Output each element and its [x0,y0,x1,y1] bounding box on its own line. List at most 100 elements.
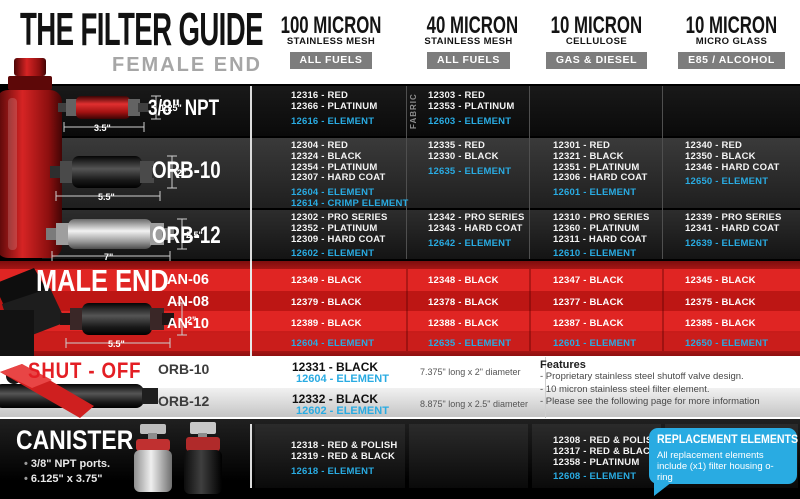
fuel-badge: GAS & DIESEL [545,52,648,69]
element-number: 12635 - ELEMENT [428,338,512,349]
part-number: 12318 - RED & POLISH [291,440,398,451]
column-micron: 10 MICRON [685,12,778,39]
cell-orb10-40micron: 12335 - RED 12330 - BLACK 12635 - ELEMEN… [428,140,512,177]
filter-image-orb10: 2" 5.5" [50,155,186,202]
row-label-npt: 3/8" NPT [148,95,220,120]
element-number: 12639 - ELEMENT [685,237,769,249]
element-number: 12614 - CRIMP ELEMENT [291,197,409,209]
red-canister-filter-photo [0,58,62,258]
label-column-divider [250,424,252,488]
cell-orb12-100micron: 12302 - PRO SERIES 12352 - PLATINUM 1230… [291,212,388,260]
dim-height-label: 1.25" [160,103,182,113]
feature-item: - Proprietary stainless steel shutoff va… [540,371,744,382]
part-number: 12321 - BLACK [553,150,624,162]
column-header-100-micron: 100 MICRON STAINLESS MESH ALL FUELS [255,12,407,69]
row-label-an10: AN-10 [167,316,209,332]
section-label-female-end: FEMALE END [112,54,262,76]
section-label-canister: CANISTER [16,425,134,455]
part-number: 12310 - PRO SERIES [553,212,650,223]
part-number: 12301 - RED [553,140,611,151]
column-media: STAINLESS MESH [286,36,376,47]
part-number: 12316 - RED [291,90,349,101]
part-number: 12330 - BLACK [428,150,499,162]
element-number: 12635 - ELEMENT [428,165,512,177]
element-number: 12610 - ELEMENT [553,248,637,260]
label-column-divider [250,261,252,356]
part-number: 12309 - HARD COAT [291,233,386,245]
dim-height-label: 2.5" [186,230,203,240]
column-micron: 100 MICRON [280,12,382,39]
callout-body: All replacement elements include (x1) fi… [657,450,774,483]
cell-orb12-10micron-microglass: 12339 - PRO SERIES 12341 - HARD COAT 126… [685,212,782,249]
filter-image-npt: 1.25" 3.5" [58,95,182,133]
row-label-orb10: ORB-10 [152,157,221,184]
element-number: 12650 - ELEMENT [685,176,769,188]
dim-height-label: 2" [177,168,186,178]
column-divider [529,86,530,259]
part-number: 12339 - PRO SERIES [685,212,782,223]
part-number: 12317 - RED & BLACK [553,445,658,457]
part-number: 12360 - PLATINUM [553,222,640,234]
male-row-stripe [0,311,800,331]
part-number: 12348 - BLACK [428,275,499,286]
part-number: 12349 - BLACK [291,275,362,286]
canister-bullet: 6.125" x 3.75" [24,473,103,485]
part-number: 12351 - PLATINUM [553,161,640,173]
column-micron: 40 MICRON [426,12,519,39]
filter-image-male: 2" 5.5" [60,302,196,349]
element-number: 12604 - ELEMENT [291,338,375,349]
cell-orb10-10micron-microglass: 12340 - RED 12350 - BLACK 12346 - HARD C… [685,140,780,188]
section-label-male-end: MALE END [36,263,169,298]
column-divider [406,86,407,259]
male-row-stripe [0,333,800,351]
part-number: 12389 - BLACK [291,318,362,329]
part-number: 12346 - HARD COAT [685,161,780,173]
canister-filters-photo [134,422,222,494]
cell-canister-10micron: 12308 - RED & POLISH 12317 - RED & BLACK… [553,435,660,483]
fuel-badge: ALL FUELS [289,52,373,69]
part-number: 12347 - BLACK [553,275,624,286]
element-number: 12618 - ELEMENT [291,465,375,477]
column-divider [662,86,663,259]
section-label-shutoff: SHUT - OFF [28,358,142,383]
page-title: THE FILTER GUIDE [20,3,263,55]
label-column-divider [250,86,252,356]
column-header-10-micron-microglass: 10 MICRON MICRO GLASS E85 / ALCOHOL [663,12,800,69]
row-label-shutoff-orb12: ORB-12 [158,393,210,409]
part-number: 12353 - PLATINUM [428,100,515,112]
part-number: 12340 - RED [685,140,743,151]
part-number: 12308 - RED & POLISH [553,435,660,446]
cell-orb10-100micron: 12304 - RED 12324 - BLACK 12354 - PLATIN… [291,140,409,210]
canister-cell-panel [532,424,661,488]
male-row-stripe [0,269,800,291]
element-number: 12604 - ELEMENT [291,187,375,199]
element-number: 12642 - ELEMENT [428,237,512,249]
part-number: 12345 - BLACK [685,275,756,286]
header-band: THE FILTER GUIDE FEMALE END 100 MICRON S… [0,0,800,84]
size-note: 8.875" long x 2.5" diameter [420,399,528,409]
part-number: 12366 - PLATINUM [291,100,378,112]
element-number: 12603 - ELEMENT [428,115,512,127]
row-stripe-npt [42,86,800,136]
element-number: 12602 - ELEMENT [291,248,375,260]
fuel-badge: ALL FUELS [427,52,510,69]
row-label-an08: AN-08 [167,294,209,310]
column-divider [545,357,546,418]
column-divider [662,269,664,351]
cell-orb12-40micron: 12342 - PRO SERIES 12343 - HARD COAT 126… [428,212,525,249]
feature-item: - 10 micron stainless steel filter eleme… [540,383,710,395]
element-number: 12650 - ELEMENT [685,338,769,349]
part-number: 12377 - BLACK [553,296,624,308]
feature-item: - Please see the following page for more… [540,396,760,407]
part-number: 12352 - PLATINUM [291,222,378,234]
part-number: 12387 - BLACK [553,318,624,329]
element-number: 12616 - ELEMENT [291,115,375,127]
part-number: 12332 - BLACK [292,392,379,406]
canister-bullet: 3/8" NPT ports. [24,458,110,470]
part-number: 12302 - PRO SERIES [291,212,388,223]
male-fitting-photo [0,268,66,356]
element-number: 12602 - ELEMENT [296,405,389,417]
filter-image-orb12: 2.5" 7" [46,218,203,261]
part-number: 12304 - RED [291,140,349,151]
